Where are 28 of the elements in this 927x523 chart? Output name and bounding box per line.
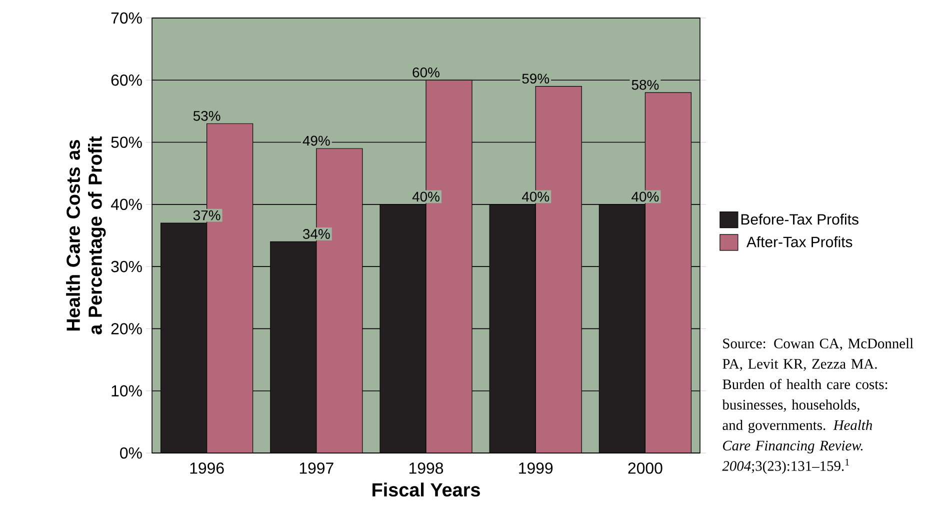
y-tick-label: 30% xyxy=(111,260,142,272)
y-axis-title: Health Care Costs as a Percentage of Profit xyxy=(66,136,106,334)
data-label: 34% xyxy=(302,229,330,239)
data-label: 59% xyxy=(522,74,550,84)
y-tick-label: 10% xyxy=(112,385,142,396)
x-axis-title: Fiscal Years xyxy=(372,482,480,497)
y-tick-label: 0% xyxy=(120,447,142,459)
data-label: 49% xyxy=(302,136,330,146)
x-tick-label: 2000 xyxy=(628,462,662,474)
legend-label: Before-Tax Profits xyxy=(741,214,858,225)
y-tick-label: 70% xyxy=(111,12,142,24)
y-tick-label: 50% xyxy=(111,136,142,148)
y-tick-label: 60% xyxy=(111,74,142,86)
x-tick-label: 1998 xyxy=(409,462,444,474)
x-tick-label: 1997 xyxy=(300,462,334,474)
data-label: 40% xyxy=(412,192,440,202)
data-label: 40% xyxy=(632,192,659,202)
text: Source: Cowan CA, McDonnell PA, Levit KR, Zezza MA. Burden of health care costs: businesses, households, and governments. Health Care Financing Review. 2004;3(23):131–159.$^{1}$ xyxy=(722,338,914,474)
data-label: 60% xyxy=(412,67,440,78)
x-tick-label: 1999 xyxy=(519,462,553,474)
x-tick-label: 1996 xyxy=(190,462,224,474)
data-label: 37% xyxy=(193,210,220,220)
legend-label: After-Tax Profits xyxy=(746,236,852,248)
y-tick-label: 20% xyxy=(111,323,142,334)
data-label: 53% xyxy=(193,110,220,121)
y-tick-label: 40% xyxy=(110,198,142,210)
data-label: 40% xyxy=(522,192,550,202)
data-label: 58% xyxy=(632,80,659,90)
